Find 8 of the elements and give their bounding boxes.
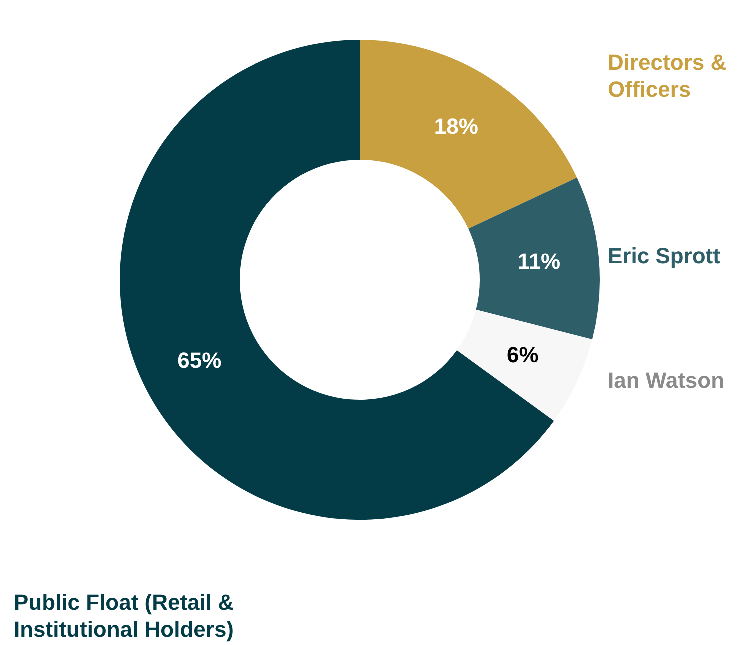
slice-label: Directors & Officers [608,50,727,102]
data-label: 65% [178,348,222,373]
slice-label: Ian Watson [608,368,725,394]
data-label: 18% [434,114,478,140]
slice-label: Eric Sprott [608,243,722,268]
data-label: 6% [506,342,539,368]
slice-label: Public Float (Retail & Institutional Holders) [14,590,234,642]
data-label: 11% [518,249,561,274]
